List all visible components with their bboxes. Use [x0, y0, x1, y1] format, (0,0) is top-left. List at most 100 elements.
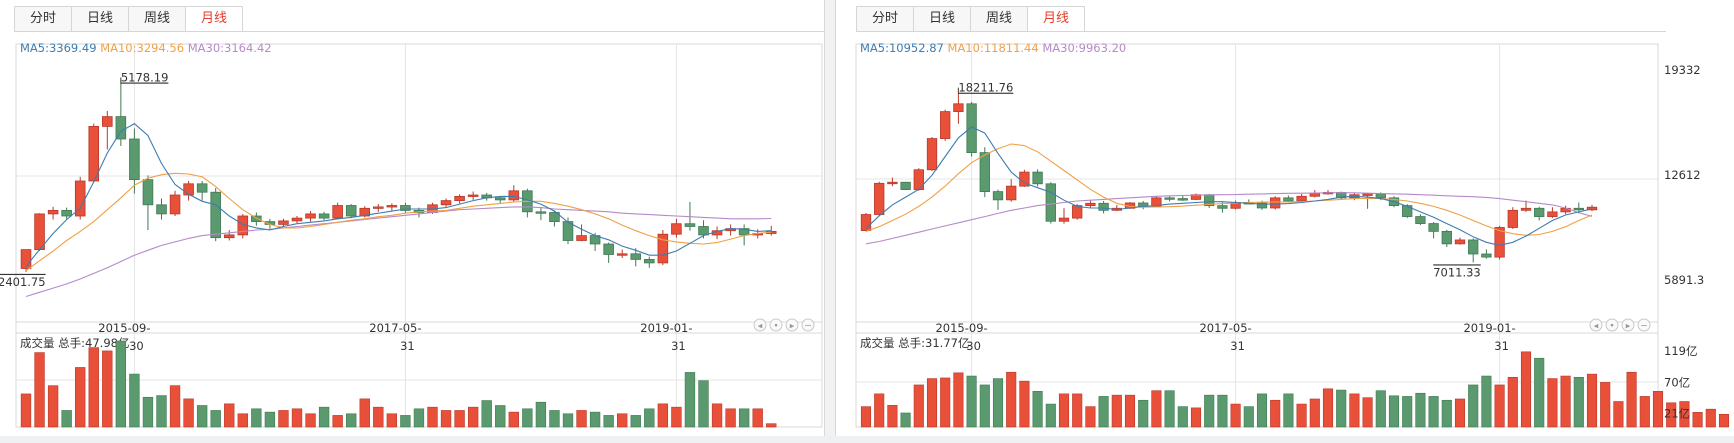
candle-body: [671, 223, 682, 235]
candle: [1481, 249, 1492, 259]
candle-body: [1058, 217, 1070, 222]
candle: [1270, 196, 1281, 210]
candle: [616, 249, 628, 258]
volume-bar: [617, 413, 628, 428]
nav-right-icon[interactable]: ▸: [1621, 318, 1635, 332]
candle: [887, 177, 898, 187]
bottom-scrollbar[interactable]: [0, 436, 1734, 443]
candle-body: [1468, 239, 1479, 255]
candle-body: [1256, 202, 1268, 209]
period-tabs: 分时 日线 周线 月线: [14, 6, 244, 32]
tab-monthly[interactable]: 月线: [1027, 6, 1086, 32]
candle: [1494, 225, 1505, 260]
candle: [644, 256, 655, 268]
candle-body: [1072, 205, 1083, 219]
volume-bar: [237, 413, 248, 428]
volume-bar: [1032, 391, 1043, 428]
candle: [953, 87, 964, 124]
nav-left-icon[interactable]: ◂: [1589, 318, 1603, 332]
tab-daily[interactable]: 日线: [71, 6, 130, 31]
chart-panel-left: 分时 日线 周线 月线 MA5:3369.49 MA10:3294.56 MA3…: [0, 0, 824, 443]
nav-left-icon[interactable]: ◂: [753, 318, 767, 332]
ma-legend: MA5:3369.49 MA10:3294.56 MA30:3164.42: [20, 41, 272, 55]
candle: [1468, 238, 1479, 263]
candle: [47, 206, 59, 220]
volume-bar: [1019, 380, 1030, 428]
volume-bar: [711, 403, 723, 428]
candle: [1177, 195, 1188, 201]
tab-weekly[interactable]: 周线: [970, 6, 1029, 31]
ma10-line: [25, 172, 772, 272]
tab-intraday[interactable]: 分时: [856, 6, 915, 31]
candle-body: [1507, 209, 1518, 228]
candle: [61, 207, 72, 220]
candle-body: [115, 116, 127, 140]
volume-bar: [1679, 401, 1690, 428]
candle-body: [1481, 253, 1492, 258]
volume-bar: [671, 406, 682, 428]
ma-label: MA30:: [1042, 41, 1078, 55]
volume-bar: [1375, 390, 1386, 428]
volume-label: 成交量 总手:31.77亿: [860, 336, 969, 350]
candle-body: [953, 103, 964, 112]
candle: [576, 224, 587, 242]
candle: [183, 181, 194, 201]
volume-bar: [210, 410, 221, 428]
candle-body: [47, 209, 59, 215]
candle: [1520, 200, 1532, 212]
candle: [115, 77, 127, 146]
ma-value: 10952.87: [889, 41, 948, 55]
candle: [549, 210, 560, 227]
tab-intraday[interactable]: 分时: [14, 6, 73, 31]
price-axis-tick: 19332: [1664, 63, 1701, 77]
candle-body: [129, 138, 140, 180]
kline-chart-right[interactable]: MA5:10952.87 MA10:11811.44 MA30:9963.201…: [836, 0, 1734, 443]
tab-underline: [856, 31, 1666, 32]
volume-bar: [400, 415, 411, 428]
nav-dot-icon[interactable]: •: [1605, 318, 1619, 332]
volume-bar: [1138, 399, 1149, 428]
volume-bar: [1283, 393, 1294, 428]
zoom-out-icon[interactable]: −: [1637, 318, 1651, 332]
candle-body: [34, 213, 45, 250]
volume-bar: [1309, 398, 1320, 428]
volume-bar: [522, 408, 533, 428]
candle: [1415, 214, 1426, 226]
ma-value: 9963.20: [1079, 41, 1127, 55]
x-axis-tick-day: 30: [129, 339, 144, 353]
volume-bar: [562, 413, 574, 428]
chart-frame: [15, 43, 823, 428]
tab-monthly[interactable]: 月线: [185, 6, 244, 32]
candle: [1454, 237, 1466, 245]
candle: [102, 111, 113, 150]
candle-body: [508, 190, 520, 201]
volume-bar: [1534, 357, 1545, 428]
candle-body: [1217, 205, 1228, 209]
candle: [1058, 208, 1070, 224]
nav-dot-icon[interactable]: •: [769, 318, 783, 332]
ma30-line: [25, 206, 772, 298]
candle-body: [1415, 216, 1426, 224]
candle-body: [657, 233, 669, 264]
candle: [1045, 182, 1056, 224]
tab-weekly[interactable]: 周线: [128, 6, 187, 31]
volume-bar: [20, 393, 32, 428]
nav-right-icon[interactable]: ▸: [785, 318, 799, 332]
volume-bar: [1349, 393, 1360, 428]
zoom-out-icon[interactable]: −: [801, 318, 815, 332]
candle: [251, 212, 262, 226]
candle: [913, 168, 924, 191]
ma-label: MA30:: [188, 41, 224, 55]
nav-left-icon-glyph: ◂: [1594, 322, 1599, 332]
nav-left-icon-circle: [753, 318, 767, 332]
volume-bar: [1573, 377, 1584, 428]
kline-chart-left[interactable]: MA5:3369.49 MA10:3294.56 MA30:3164.42 517…: [0, 0, 824, 443]
volume-bar: [913, 384, 924, 428]
candle: [562, 217, 574, 244]
ma-value: 3164.42: [224, 41, 272, 55]
volume-bar: [1006, 371, 1017, 428]
tab-daily[interactable]: 日线: [913, 6, 972, 31]
candle: [508, 185, 520, 202]
candle-body: [183, 183, 194, 196]
low-price-label: 7011.33: [1433, 265, 1481, 279]
